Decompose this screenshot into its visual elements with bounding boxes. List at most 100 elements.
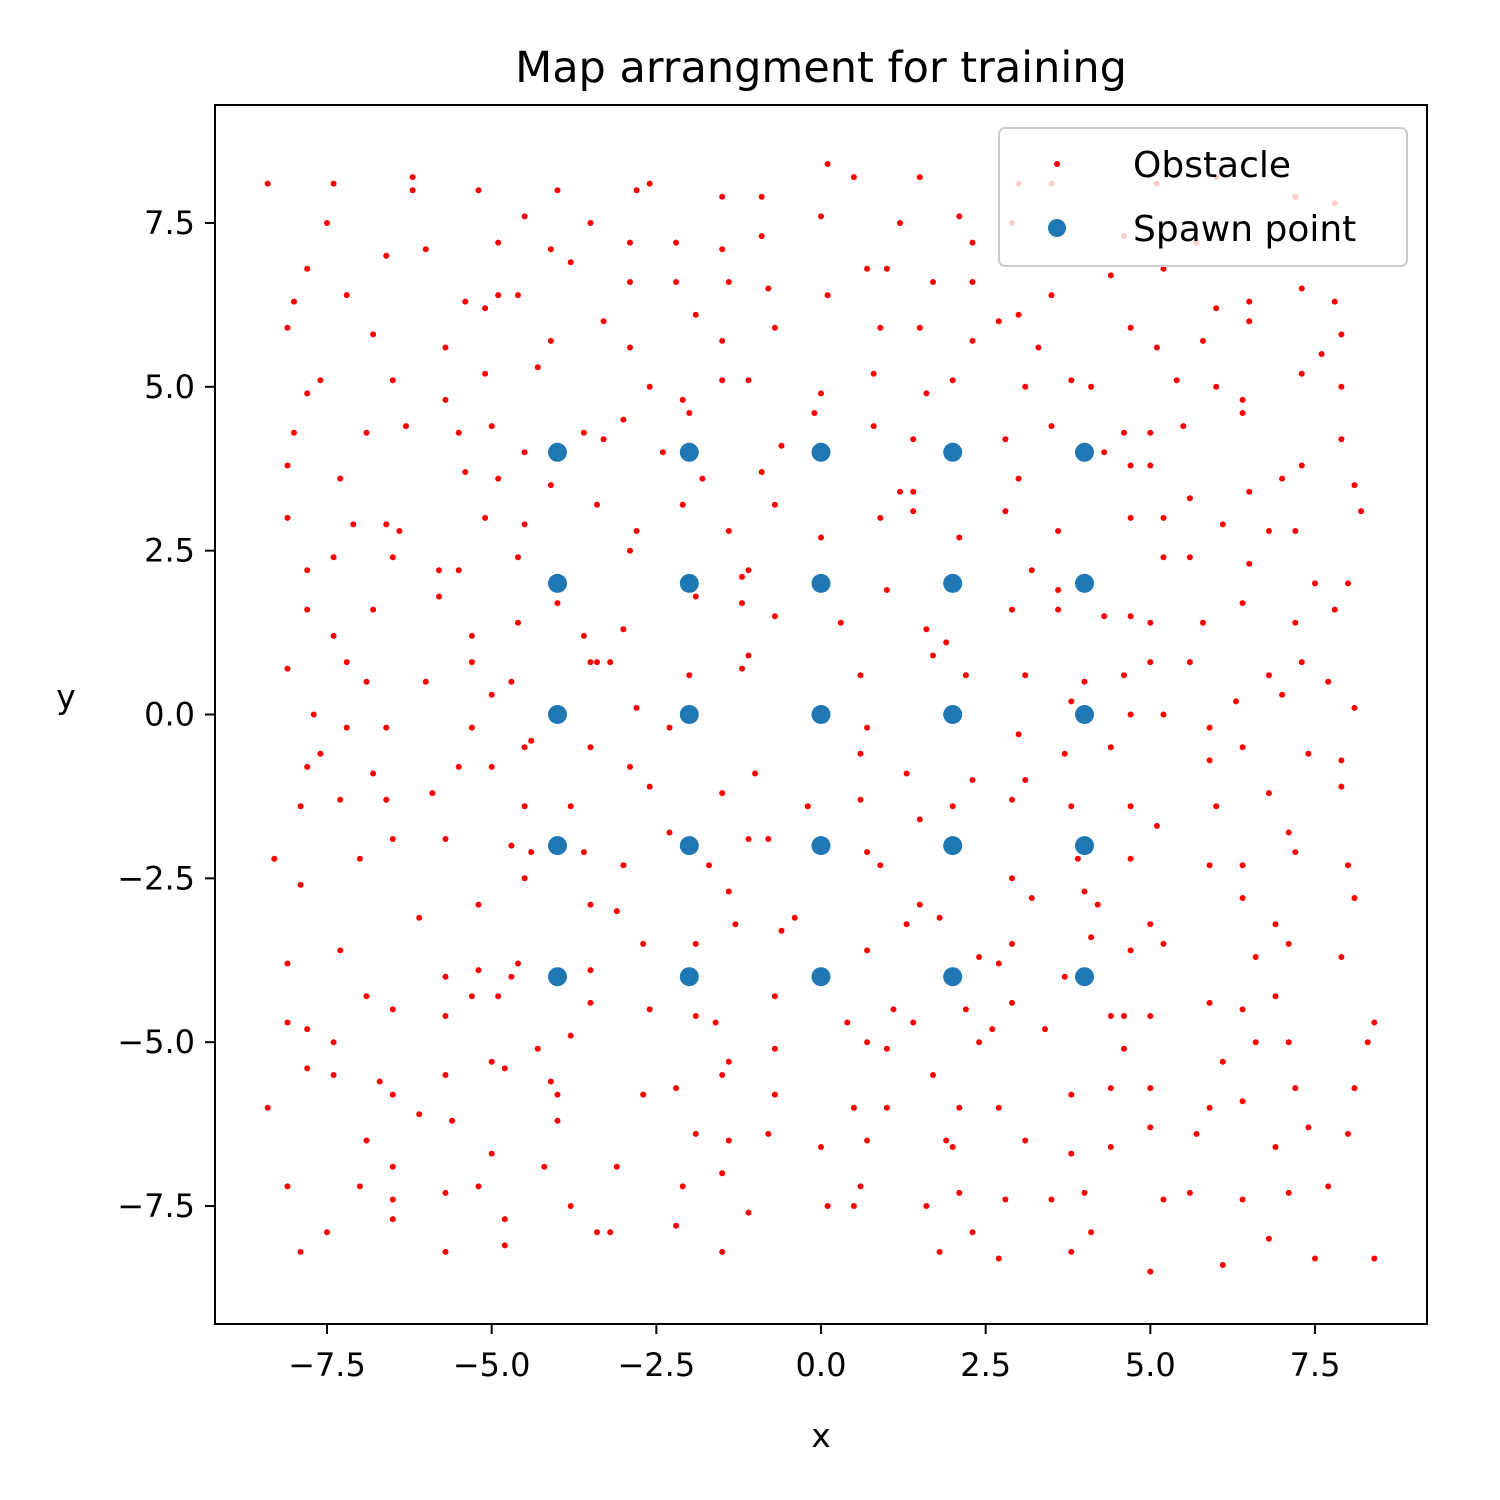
obstacle-point-302	[765, 836, 772, 842]
spawn-point-21	[679, 967, 699, 987]
obstacle-point-201	[1009, 606, 1015, 613]
obstacle-point-257	[1061, 750, 1068, 757]
obstacle-point-336	[916, 901, 923, 908]
obstacle-point-62	[1246, 318, 1253, 325]
obstacle-point-78	[719, 337, 726, 344]
obstacle-point-301	[745, 836, 752, 842]
obstacle-point-473	[1239, 1196, 1246, 1203]
obstacle-point-102	[1318, 351, 1325, 357]
obstacle-point-319	[284, 960, 291, 967]
obstacle-point-360	[692, 1013, 699, 1019]
spawn-point-12	[811, 705, 831, 724]
obstacle-point-247	[521, 744, 528, 751]
obstacle-point-52	[824, 292, 831, 299]
obstacle-point-295	[528, 849, 535, 856]
obstacle-point-161	[745, 567, 752, 574]
obstacle-point-222	[745, 652, 752, 659]
obstacle-point-361	[712, 1019, 719, 1026]
obstacle-point-389	[376, 1078, 383, 1085]
spawn-point-17	[811, 836, 831, 856]
obstacle-point-445	[541, 1163, 548, 1170]
legend: Obstacle Spawn point	[998, 127, 1408, 267]
spawn-point-3	[943, 442, 963, 462]
obstacle-point-311	[1147, 921, 1154, 928]
obstacle-point-353	[442, 1013, 449, 1019]
obstacle-point-265	[1338, 757, 1345, 764]
obstacle-point-119	[686, 410, 693, 416]
obstacle-point-58	[1107, 272, 1114, 279]
spawn-point-7	[811, 573, 831, 593]
spawn-point-6	[679, 573, 699, 593]
obstacle-point-207	[1239, 600, 1246, 607]
obstacle-point-21	[422, 246, 429, 253]
spawn-point-0	[548, 442, 567, 462]
obstacle-point-187	[436, 567, 442, 574]
spawn-point-23	[943, 967, 963, 987]
spawn-point-10	[548, 705, 567, 724]
obstacle-point-87	[969, 337, 976, 344]
obstacle-point-424	[1219, 1058, 1226, 1065]
obstacle-point-29	[719, 246, 726, 253]
obstacle-point-357	[567, 1032, 574, 1039]
obstacle-point-332	[791, 914, 798, 921]
obstacle-point-114	[547, 482, 554, 489]
obstacle-point-174	[1160, 554, 1167, 561]
obstacle-point-1	[330, 180, 337, 187]
obstacle-point-137	[1147, 429, 1154, 436]
legend-spawn-marker	[1048, 219, 1066, 237]
obstacle-point-477	[1325, 1183, 1332, 1190]
spawn-point-22	[811, 967, 831, 987]
obstacle-point-303	[864, 849, 871, 856]
obstacle-point-403	[725, 1058, 732, 1065]
obstacle-point-85	[923, 390, 930, 397]
obstacle-point-355	[495, 993, 502, 1000]
obstacle-point-34	[969, 239, 976, 246]
obstacle-point-227	[1081, 678, 1088, 685]
obstacle-point-249	[627, 763, 633, 770]
obstacle-point-61	[1246, 298, 1253, 305]
obstacle-point-74	[600, 318, 607, 325]
obstacle-point-118	[659, 449, 666, 456]
obstacle-point-461	[969, 1229, 976, 1236]
obstacle-point-417	[1068, 1091, 1075, 1098]
x-axis-ticks: −7.5 −5.0 −2.5 0.0 2.5 5.0 7.5	[288, 1324, 1340, 1384]
obstacle-point-50	[725, 279, 732, 285]
spawn-point-20	[548, 967, 567, 987]
obstacle-point-405	[771, 1091, 778, 1098]
y-axis-ticks: −7.5 −5.0 −2.5 0.0 2.5 5.0 7.5	[117, 204, 215, 1225]
obstacle-point-394	[488, 1058, 495, 1065]
obstacle-point-27	[627, 239, 633, 246]
obstacle-point-234	[1298, 659, 1305, 666]
obstacle-point-38	[304, 265, 311, 272]
obstacle-point-371	[989, 1026, 996, 1033]
obstacle-point-167	[956, 534, 963, 541]
obstacle-point-133	[1048, 423, 1055, 430]
obstacle-point-387	[304, 1065, 311, 1072]
obstacle-point-77	[679, 396, 686, 403]
obstacle-point-0	[264, 180, 271, 187]
spawn-point-19	[1075, 836, 1094, 856]
obstacle-point-219	[633, 704, 640, 711]
spawn-point-5	[548, 573, 567, 593]
spawn-point-14	[1075, 705, 1094, 724]
obstacle-point-290	[356, 855, 363, 862]
obstacle-point-383	[1285, 1039, 1292, 1046]
obstacle-point-404	[725, 1137, 732, 1144]
obstacle-point-308	[1081, 888, 1088, 895]
obstacle-point-434	[356, 1183, 363, 1190]
obstacle-point-255	[1015, 731, 1022, 738]
obstacle-point-217	[587, 659, 594, 666]
obstacle-point-10	[824, 161, 831, 167]
legend-obstacle-label: Obstacle	[1133, 145, 1291, 186]
obstacle-point-205	[1147, 619, 1154, 626]
obstacle-point-204	[1127, 613, 1134, 620]
obstacle-point-342	[1127, 947, 1134, 954]
obstacle-point-285	[1213, 803, 1220, 810]
obstacle-point-275	[804, 803, 811, 810]
obstacle-point-186	[370, 606, 377, 613]
obstacle-point-456	[850, 1203, 857, 1209]
obstacle-point-297	[620, 862, 627, 869]
spawn-point-9	[1075, 573, 1094, 593]
obstacle-point-292	[442, 836, 449, 842]
obstacle-point-320	[337, 947, 344, 954]
